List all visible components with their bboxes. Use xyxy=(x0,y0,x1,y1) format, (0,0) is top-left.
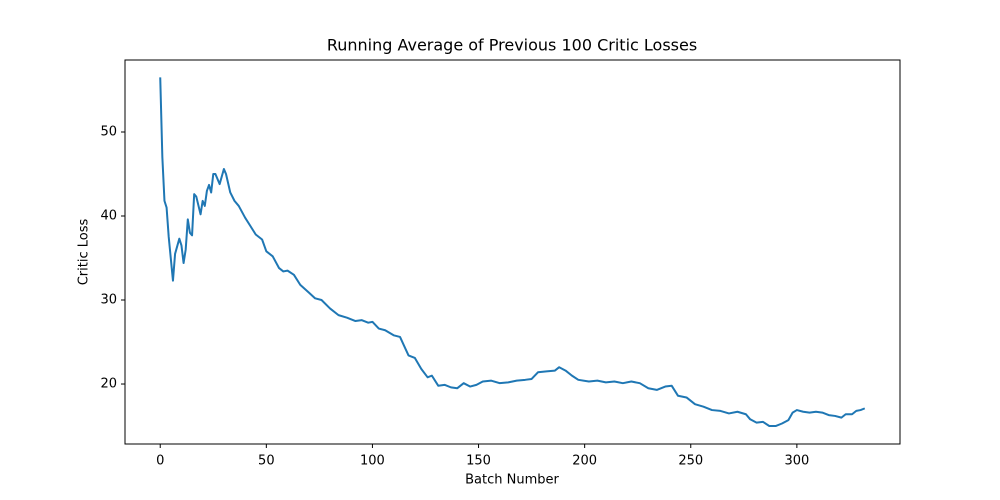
x-axis-label: Batch Number xyxy=(465,473,559,488)
axes-frame xyxy=(124,59,901,445)
y-tick-label: 50 xyxy=(100,124,117,139)
y-tick-label: 20 xyxy=(100,377,117,392)
y-tick-label: 30 xyxy=(100,293,117,308)
x-tick-label: 150 xyxy=(466,454,491,469)
y-tick-label: 40 xyxy=(100,209,117,224)
x-tick-label: 100 xyxy=(360,454,385,469)
y-axis-label: Critic Loss xyxy=(77,219,92,286)
line-series xyxy=(159,77,866,428)
chart-title: Running Average of Previous 100 Critic L… xyxy=(327,36,697,55)
x-tick-label: 0 xyxy=(156,454,164,469)
x-tick-label: 300 xyxy=(784,454,809,469)
x-tick-label: 250 xyxy=(678,454,703,469)
x-tick-label: 50 xyxy=(258,454,275,469)
x-tick-label: 200 xyxy=(572,454,597,469)
